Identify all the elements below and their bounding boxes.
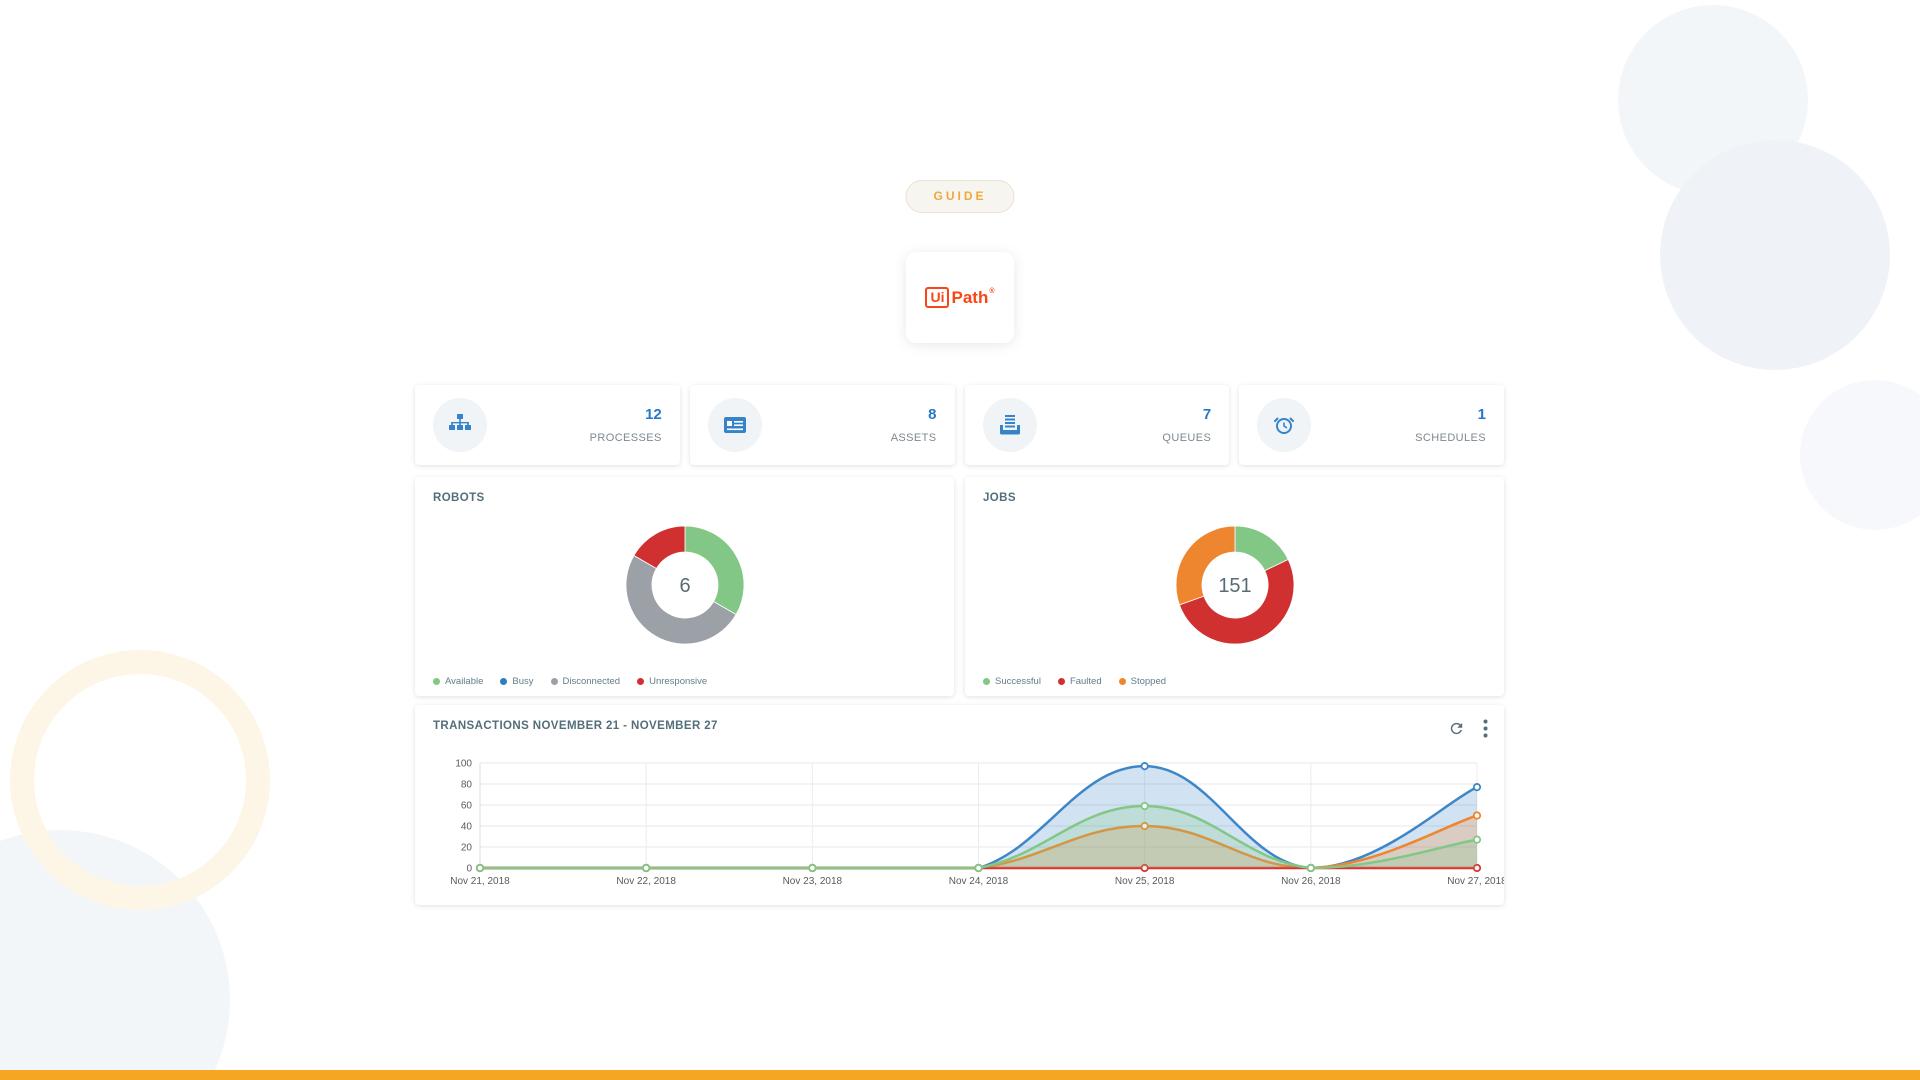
dashboard-content: 12 PROCESSES 8 ASSETS bbox=[415, 0, 1504, 1080]
legend-label: Available bbox=[445, 676, 484, 687]
stat-card-queues[interactable]: 7 QUEUES bbox=[964, 385, 1230, 465]
refresh-button[interactable] bbox=[1446, 718, 1467, 739]
svg-text:100: 100 bbox=[455, 759, 472, 770]
legend-dot bbox=[500, 678, 508, 685]
bg-decor-circle bbox=[1800, 380, 1920, 530]
bg-decor-ring bbox=[10, 650, 270, 910]
more-options-button[interactable] bbox=[1481, 717, 1490, 740]
svg-text:Nov 26, 2018: Nov 26, 2018 bbox=[1281, 876, 1341, 887]
robots-panel-title: ROBOTS bbox=[433, 492, 485, 504]
footer-accent-bar bbox=[0, 1070, 1920, 1080]
bg-decor-circle bbox=[1660, 140, 1890, 370]
legend-item: Faulted bbox=[1057, 676, 1102, 687]
queues-count: 7 bbox=[1202, 406, 1212, 423]
transactions-panel-title: TRANSACTIONS NOVEMBER 21 - NOVEMBER 27 bbox=[433, 720, 718, 732]
asset-card-icon bbox=[723, 417, 746, 433]
legend-label: Disconnected bbox=[562, 676, 621, 687]
legend-item: Busy bbox=[500, 676, 534, 687]
stat-card-assets[interactable]: 8 ASSETS bbox=[689, 385, 955, 465]
transactions-panel: TRANSACTIONS NOVEMBER 21 - NOVEMBER 27 0… bbox=[415, 705, 1504, 905]
legend-item: Stopped bbox=[1118, 676, 1167, 687]
queue-tray-icon bbox=[999, 415, 1020, 435]
legend-dot bbox=[433, 678, 440, 685]
legend-item: Available bbox=[433, 676, 483, 687]
donut-panels-row: ROBOTS 6 Available Busy Disconnected Unresp… bbox=[415, 477, 1504, 696]
legend-item: Unresponsive bbox=[637, 676, 707, 687]
svg-text:Nov 22, 2018: Nov 22, 2018 bbox=[616, 876, 676, 887]
legend-label: Successful bbox=[995, 676, 1041, 687]
legend-dot bbox=[983, 678, 990, 685]
uipath-logo: Ui Path ® bbox=[925, 287, 995, 308]
svg-text:60: 60 bbox=[461, 801, 473, 812]
legend-dot bbox=[637, 678, 645, 685]
svg-text:20: 20 bbox=[461, 843, 473, 854]
robots-legend: Available Busy Disconnected Unresponsive bbox=[433, 676, 707, 687]
kebab-menu-icon bbox=[1483, 719, 1488, 738]
svg-text:0: 0 bbox=[466, 864, 472, 875]
processes-label: PROCESSES bbox=[589, 432, 662, 444]
stats-row: 12 PROCESSES 8 ASSETS bbox=[415, 385, 1504, 465]
jobs-legend: Successful Faulted Stopped bbox=[983, 676, 1166, 687]
svg-text:Nov 24, 2018: Nov 24, 2018 bbox=[949, 876, 1009, 887]
jobs-panel: JOBS 151 Successful Faulted Stopped bbox=[965, 477, 1504, 696]
svg-text:6: 6 bbox=[679, 575, 690, 597]
jobs-donut-chart[interactable]: 151 bbox=[965, 495, 1504, 675]
transactions-actions bbox=[1446, 717, 1490, 740]
sitemap-icon bbox=[449, 414, 471, 430]
uipath-logo-path-text: Path bbox=[951, 287, 989, 307]
uipath-logo-ui-mark: Ui bbox=[925, 287, 950, 308]
svg-text:Nov 27, 2018: Nov 27, 2018 bbox=[1447, 876, 1504, 887]
stat-card-processes[interactable]: 12 PROCESSES bbox=[415, 385, 680, 465]
refresh-icon bbox=[1450, 722, 1463, 735]
legend-dot bbox=[1118, 678, 1126, 685]
legend-label: Unresponsive bbox=[649, 676, 708, 687]
stat-icon-circle bbox=[1257, 398, 1312, 452]
svg-text:151: 151 bbox=[1218, 575, 1251, 597]
registered-mark: ® bbox=[989, 288, 995, 295]
legend-label: Busy bbox=[512, 676, 534, 687]
legend-dot bbox=[1057, 678, 1065, 685]
queues-label: QUEUES bbox=[1162, 432, 1212, 444]
legend-dot bbox=[550, 678, 558, 685]
svg-text:Nov 23, 2018: Nov 23, 2018 bbox=[783, 876, 843, 887]
stat-icon-circle bbox=[707, 398, 762, 452]
robots-panel: ROBOTS 6 Available Busy Disconnected Unresp… bbox=[415, 477, 954, 696]
transactions-line-chart[interactable]: 0 20 40 60 80 100 Nov 21, 2018 Nov 22, 2018 Nov … bbox=[415, 749, 1504, 901]
guide-button[interactable]: GUIDE bbox=[905, 180, 1015, 213]
stat-icon-circle bbox=[433, 398, 487, 452]
legend-item: Successful bbox=[983, 676, 1041, 687]
processes-count: 12 bbox=[645, 406, 662, 423]
stat-icon-circle bbox=[982, 398, 1037, 452]
svg-text:40: 40 bbox=[461, 822, 473, 833]
legend-item: Disconnected bbox=[550, 676, 621, 687]
legend-label: Stopped bbox=[1130, 676, 1167, 687]
schedules-count: 1 bbox=[1477, 406, 1486, 423]
svg-text:Nov 21, 2018: Nov 21, 2018 bbox=[450, 876, 510, 887]
robots-donut-chart[interactable]: 6 bbox=[415, 495, 954, 675]
uipath-logo-card: Ui Path ® bbox=[906, 252, 1014, 343]
legend-label: Faulted bbox=[1069, 676, 1102, 687]
svg-text:80: 80 bbox=[461, 780, 473, 791]
svg-text:Nov 25, 2018: Nov 25, 2018 bbox=[1115, 876, 1175, 887]
assets-label: ASSETS bbox=[890, 432, 937, 444]
bg-decor-circle bbox=[0, 830, 230, 1080]
schedules-label: SCHEDULES bbox=[1415, 432, 1486, 444]
assets-count: 8 bbox=[928, 406, 937, 423]
stat-card-schedules[interactable]: 1 SCHEDULES bbox=[1239, 385, 1504, 465]
jobs-panel-title: JOBS bbox=[983, 492, 1016, 504]
bg-decor-circle bbox=[1618, 5, 1808, 195]
alarm-clock-icon bbox=[1274, 417, 1295, 434]
